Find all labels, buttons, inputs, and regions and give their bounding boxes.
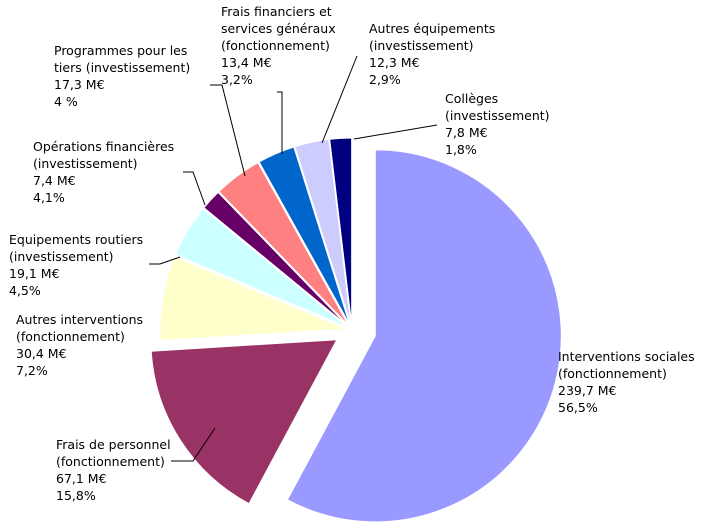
pie-slice-frais-financiers: [258, 146, 351, 325]
slice-labels: Interventions sociales (fonctionnement) …: [9, 4, 699, 503]
slice-percent: 7,2%: [16, 363, 48, 378]
slice-label-operations-financieres: Opérations financières (investissement) …: [33, 139, 178, 205]
leader-line-colleges: [353, 124, 438, 140]
slice-label-line: (investissement): [9, 249, 114, 264]
slice-label-line: (fonctionnement): [56, 454, 165, 469]
slice-label-line: (fonctionnement): [221, 38, 330, 53]
slice-percent: 1,8%: [445, 142, 477, 157]
slice-label-line: Interventions sociales: [558, 349, 695, 364]
pie-slices: [150, 137, 562, 523]
leader-line-programmes-tiers: [210, 84, 246, 177]
slice-label-interventions-sociales: Interventions sociales (fonctionnement) …: [558, 349, 699, 415]
slice-label-frais-financiers: Frais financiers et services généraux (f…: [221, 4, 340, 87]
slice-value: 19,1 M€: [9, 266, 60, 281]
slice-value: 12,3 M€: [369, 55, 420, 70]
slice-label-line: Autres équipements: [369, 21, 495, 36]
leader-lines: [149, 55, 438, 462]
slice-label-line: Equipements routiers: [9, 232, 143, 247]
slice-value: 30,4 M€: [16, 346, 67, 361]
slice-percent: 4,5%: [9, 283, 41, 298]
slice-label-line: Frais financiers et: [221, 4, 332, 19]
pie-slice-autres-equipements: [294, 138, 352, 325]
slice-label-line: Collèges: [445, 91, 498, 106]
slice-label-line: Programmes pour les: [54, 43, 187, 58]
slice-percent: 56,5%: [558, 400, 598, 415]
slice-percent: 15,8%: [56, 488, 96, 503]
slice-label-line: Autres interventions: [16, 312, 143, 327]
slice-label-line: tiers (investissement): [54, 60, 190, 75]
slice-value: 67,1 M€: [56, 471, 107, 486]
leader-line-operations-financieres: [183, 171, 206, 206]
slice-value: 7,4 M€: [33, 173, 76, 188]
leader-line-autres-equipements: [321, 55, 358, 144]
slice-label-programmes-tiers: Programmes pour les tiers (investissemen…: [54, 43, 194, 109]
slice-label-equipements-routiers: Equipements routiers (investissement) 19…: [9, 232, 147, 298]
slice-percent: 4 %: [54, 94, 78, 109]
slice-label-line: (investissement): [445, 108, 550, 123]
slice-percent: 2,9%: [369, 72, 401, 87]
pie-slice-equipements-routiers: [174, 208, 348, 328]
pie-slice-autres-interventions: [159, 256, 347, 342]
pie-slice-operations-financieres: [203, 191, 348, 327]
slice-value: 7,8 M€: [445, 125, 488, 140]
slice-label-colleges: Collèges (investissement) 7,8 M€ 1,8%: [445, 91, 554, 157]
leader-line-frais-personnel: [171, 427, 216, 462]
slice-label-line: Opérations financières: [33, 139, 174, 154]
slice-value: 239,7 M€: [558, 383, 617, 398]
slice-label-line: (investissement): [33, 156, 138, 171]
slice-label-line: (investissement): [369, 38, 474, 53]
leader-line-frais-financiers: [277, 91, 283, 154]
slice-label-line: (fonctionnement): [16, 329, 125, 344]
slice-label-autres-interventions: Autres interventions (fonctionnement) 30…: [16, 312, 147, 378]
slice-label-frais-personnel: Frais de personnel (fonctionnement) 67,1…: [56, 437, 175, 503]
slice-percent: 3,2%: [221, 72, 253, 87]
leader-line-equipements-routiers: [149, 256, 181, 265]
slice-value: 13,4 M€: [221, 55, 272, 70]
slice-label-line: Frais de personnel: [56, 437, 171, 452]
pie-slice-interventions-sociales: [286, 149, 562, 523]
slice-value: 17,3 M€: [54, 77, 105, 92]
pie-slice-programmes-tiers: [218, 161, 349, 326]
slice-label-line: (fonctionnement): [558, 366, 667, 381]
slice-label-autres-equipements: Autres équipements (investissement) 12,3…: [369, 21, 499, 87]
slice-percent: 4,1%: [33, 190, 65, 205]
pie-slice-colleges: [329, 137, 353, 325]
slice-label-line: services généraux: [221, 21, 336, 36]
pie-slice-frais-personnel: [150, 339, 338, 505]
